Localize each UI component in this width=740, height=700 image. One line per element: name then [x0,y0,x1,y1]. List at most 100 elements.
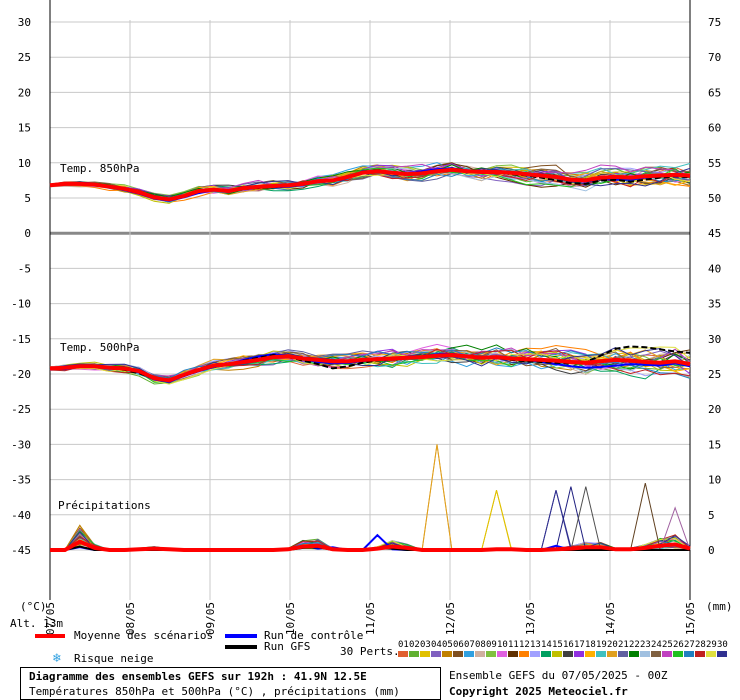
legend-gfs-label: Run GFS [264,640,311,653]
member-number: 05 [442,640,453,650]
member-swatch [442,651,452,657]
right-unit-label: (mm) [706,600,733,613]
left-tick-label: 30 [18,16,31,29]
x-tick-label: 15/05 [684,602,697,635]
x-tick-label: 13/05 [524,602,537,635]
x-tick-label: 14/05 [604,602,617,635]
member-number: 12 [519,640,530,650]
member-swatch [409,651,419,657]
member-number: 13 [530,640,541,650]
member-number: 19 [596,640,607,650]
left-tick-label: -40 [11,509,31,522]
left-tick-label: 15 [18,122,31,135]
x-axis-ticks: 07/05 08/05 09/05 10/05 11/05 12/05 13/05 14/05… [44,602,697,635]
left-tick-label: 25 [18,51,31,64]
member-number: 30 [717,640,728,650]
altitude-label: Alt. 13m [10,617,63,630]
member-swatch [519,651,529,657]
left-tick-label: -30 [11,438,31,451]
member-number: 20 [607,640,618,650]
x-tick-label: 11/05 [364,602,377,635]
left-tick-label: -15 [11,333,31,346]
legend-perts-label: 30 Perts. [340,645,400,658]
member-number: 27 [684,640,695,650]
member-swatch [475,651,485,657]
member-swatch [398,651,408,657]
member-number: 03 [420,640,431,650]
member-number: 29 [706,640,717,650]
member-legend: 01 02 03 04 05 06 07 08 09 10 11 12 13 14 15 16 17 18 19 20… [398,640,730,660]
precip-spike [659,506,691,551]
mean-line-precip [50,539,691,552]
member-swatch [618,651,628,657]
member-swatch [695,651,705,657]
legend-gfs-swatch [225,645,257,649]
member-number: 18 [585,640,596,650]
x-tick-label: 08/05 [124,602,137,635]
member-number: 08 [475,640,486,650]
mean-line-t850 [49,167,691,202]
x-tick-label: 07/05 [44,602,57,635]
x-tick-label: 09/05 [204,602,217,635]
right-tick-label: 65 [708,86,721,99]
member-swatch [497,651,507,657]
member-number: 01 [398,640,409,650]
run-info: Ensemble GEFS du 07/05/2025 - 00Z [449,669,668,682]
right-tick-label: 35 [708,298,721,311]
member-swatch [464,651,474,657]
right-tick-label: 30 [708,333,721,346]
left-unit-label: (°C) [20,600,47,613]
member-swatch [717,651,727,657]
x-tick-label: 12/05 [444,602,457,635]
right-tick-label: 0 [708,544,715,557]
left-axis-ticks: 30 25 20 15 10 5 0 -5 -10 -15 -20 -25 -30 -35 -40 -45 [11,16,31,557]
member-number: 11 [508,640,519,650]
right-tick-label: 15 [708,438,721,451]
right-tick-label: 25 [708,368,721,381]
member-swatch [420,651,430,657]
panel-label-t500: Temp. 500hPa [60,341,139,354]
left-tick-label: 10 [18,157,31,170]
member-swatch [563,651,573,657]
right-tick-label: 40 [708,262,721,275]
member-swatch [662,651,672,657]
left-tick-label: 5 [24,192,31,205]
member-number: 16 [563,640,574,650]
legend-mean-label: Moyenne des scénarios [74,629,214,642]
member-swatch [585,651,595,657]
member-swatch [706,651,716,657]
title-box: Diagramme des ensembles GEFS sur 192h : … [20,667,441,700]
panel-label-precip: Précipitations [58,499,151,512]
precip-spike [64,524,96,551]
member-number: 24 [651,640,662,650]
member-number: 07 [464,640,475,650]
right-tick-label: 10 [708,474,721,487]
right-tick-label: 60 [708,122,721,135]
member-number: 17 [574,640,585,650]
mean-line-t500 [49,352,691,383]
legend-mean-swatch [35,634,65,638]
member-number: 15 [552,640,563,650]
left-tick-label: -5 [18,262,31,275]
right-tick-label: 5 [708,509,715,522]
member-swatch [607,651,617,657]
member-swatch [684,651,694,657]
left-tick-label: -25 [11,403,31,416]
member-number: 23 [640,640,651,650]
right-tick-label: 70 [708,51,721,64]
member-number: 22 [629,640,640,650]
member-number: 28 [695,640,706,650]
legend-control-label: Run de contrôle [264,629,364,642]
member-number: 06 [453,640,464,650]
right-tick-label: 20 [708,403,721,416]
left-tick-label: 20 [18,86,31,99]
member-number: 21 [618,640,629,650]
member-line-t500 [49,346,691,385]
right-tick-label: 55 [708,157,721,170]
member-swatch [629,651,639,657]
member-number: 10 [497,640,508,650]
member-swatch [530,651,540,657]
member-swatch [431,651,441,657]
